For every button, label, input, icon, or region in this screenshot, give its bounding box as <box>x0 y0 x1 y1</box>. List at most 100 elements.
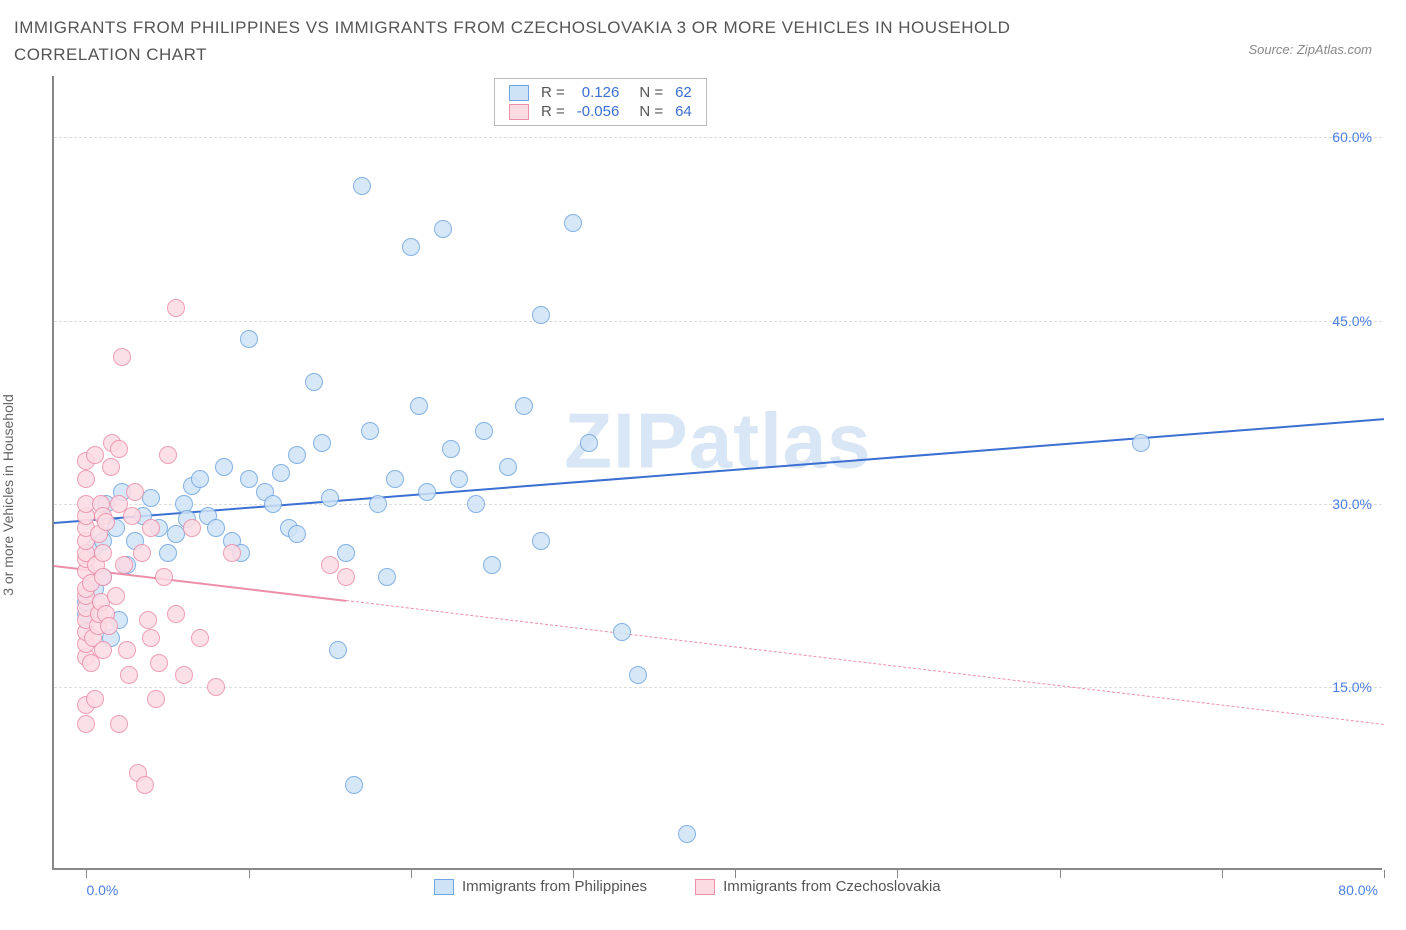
source-label: Source: ZipAtlas.com <box>1248 14 1392 57</box>
data-point <box>515 397 533 415</box>
data-point <box>133 544 151 562</box>
trend-line-dashed <box>346 600 1384 725</box>
data-point <box>86 690 104 708</box>
x-tick <box>1384 870 1385 878</box>
data-point <box>94 641 112 659</box>
data-point <box>191 470 209 488</box>
legend-item: Immigrants from Czechoslovakia <box>695 878 941 895</box>
data-point <box>629 666 647 684</box>
legend-swatch <box>434 879 454 895</box>
data-point <box>678 825 696 843</box>
data-point <box>345 776 363 794</box>
y-axis-label: 3 or more Vehicles in Household <box>0 395 16 597</box>
gridline <box>54 321 1382 322</box>
x-axis-end-label: 0.0% <box>86 882 118 898</box>
data-point <box>120 666 138 684</box>
data-point <box>115 556 133 574</box>
data-point <box>159 544 177 562</box>
data-point <box>142 519 160 537</box>
data-point <box>191 629 209 647</box>
x-tick <box>1060 870 1061 878</box>
legend-swatch <box>509 104 529 120</box>
data-point <box>102 458 120 476</box>
data-point <box>123 507 141 525</box>
legend-swatch <box>509 85 529 101</box>
data-point <box>532 532 550 550</box>
chart-area: 3 or more Vehicles in Household 15.0%30.… <box>14 76 1392 914</box>
data-point <box>305 373 323 391</box>
data-point <box>378 568 396 586</box>
data-point <box>450 470 468 488</box>
data-point <box>1132 434 1150 452</box>
legend-series-name: Immigrants from Philippines <box>462 878 647 895</box>
data-point <box>147 690 165 708</box>
y-tick-label: 30.0% <box>1332 496 1372 512</box>
data-point <box>580 434 598 452</box>
data-point <box>272 464 290 482</box>
data-point <box>126 483 144 501</box>
data-point <box>329 641 347 659</box>
y-tick-label: 60.0% <box>1332 129 1372 145</box>
x-tick <box>897 870 898 878</box>
data-point <box>94 568 112 586</box>
data-point <box>223 544 241 562</box>
data-point <box>136 776 154 794</box>
legend-item: Immigrants from Philippines <box>434 878 647 895</box>
data-point <box>386 470 404 488</box>
watermark: ZIPatlas <box>564 395 871 486</box>
data-point <box>361 422 379 440</box>
data-point <box>434 220 452 238</box>
data-point <box>207 678 225 696</box>
data-point <box>159 446 177 464</box>
x-tick <box>573 870 574 878</box>
data-point <box>110 440 128 458</box>
data-point <box>483 556 501 574</box>
data-point <box>139 611 157 629</box>
data-point <box>499 458 517 476</box>
x-tick <box>249 870 250 878</box>
data-point <box>142 489 160 507</box>
data-point <box>167 605 185 623</box>
data-point <box>321 556 339 574</box>
data-point <box>564 214 582 232</box>
data-point <box>175 666 193 684</box>
series-legend: Immigrants from Philippines Immigrants fr… <box>434 878 941 895</box>
legend-series-name: Immigrants from Czechoslovakia <box>723 878 941 895</box>
data-point <box>97 513 115 531</box>
chart-title: IMMIGRANTS FROM PHILIPPINES VS IMMIGRANT… <box>14 14 1124 68</box>
y-tick-label: 15.0% <box>1332 679 1372 695</box>
legend-swatch <box>695 879 715 895</box>
data-point <box>107 587 125 605</box>
data-point <box>410 397 428 415</box>
data-point <box>142 629 160 647</box>
data-point <box>100 617 118 635</box>
legend-r-value: -0.056 <box>571 102 626 121</box>
data-point <box>442 440 460 458</box>
data-point <box>337 544 355 562</box>
data-point <box>86 446 104 464</box>
data-point <box>532 306 550 324</box>
legend-n-label: N = <box>625 83 669 102</box>
gridline <box>54 504 1382 505</box>
x-axis-end-label: 80.0% <box>1338 882 1378 898</box>
legend-r-label: R = <box>535 102 571 121</box>
data-point <box>94 544 112 562</box>
x-tick <box>411 870 412 878</box>
data-point <box>110 715 128 733</box>
legend-r-value: 0.126 <box>571 83 626 102</box>
data-point <box>321 489 339 507</box>
data-point <box>288 525 306 543</box>
y-tick-label: 45.0% <box>1332 313 1372 329</box>
data-point <box>402 238 420 256</box>
legend-n-value: 64 <box>669 102 698 121</box>
legend-n-label: N = <box>625 102 669 121</box>
data-point <box>418 483 436 501</box>
data-point <box>150 654 168 672</box>
data-point <box>113 348 131 366</box>
data-point <box>369 495 387 513</box>
plot-region: 15.0%30.0%45.0%60.0%ZIPatlas0.0%80.0%R =… <box>52 76 1382 870</box>
data-point <box>77 715 95 733</box>
data-point <box>215 458 233 476</box>
gridline <box>54 137 1382 138</box>
data-point <box>240 330 258 348</box>
